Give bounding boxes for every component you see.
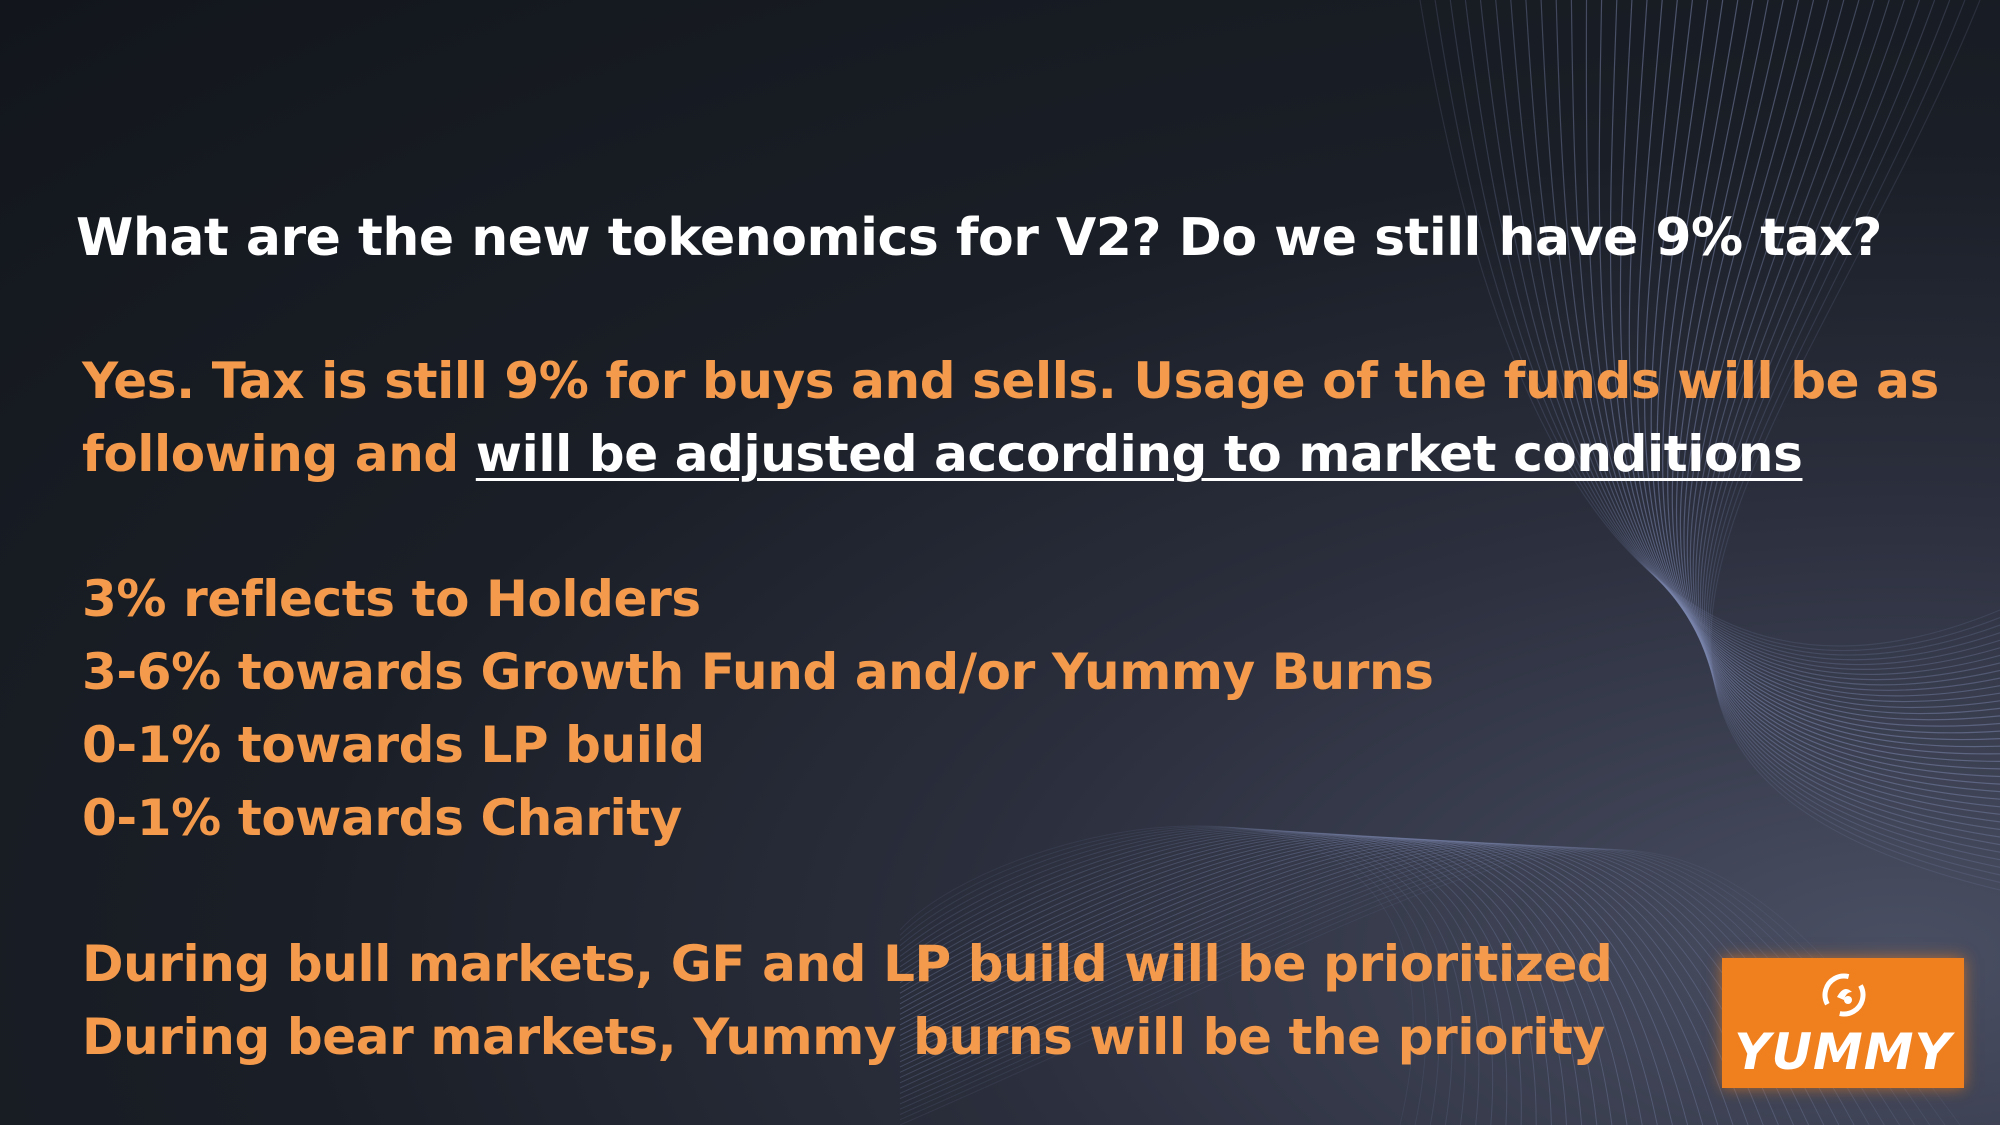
background-line xyxy=(899,832,1537,1125)
background-line xyxy=(899,830,1494,1125)
background-line xyxy=(1697,0,2000,838)
background-line xyxy=(899,842,1794,1125)
background-line xyxy=(1540,0,2000,686)
background-line xyxy=(1650,0,2000,748)
background-line xyxy=(899,825,1414,1125)
background-line xyxy=(1609,0,2000,715)
allocation-item-lp-build: 0-1% towards LP build xyxy=(82,716,705,774)
answer-line-1: Yes. Tax is still 9% for buys and sells.… xyxy=(82,352,1939,410)
background-line xyxy=(1695,0,2000,831)
allocation-item-growth-fund: 3-6% towards Growth Fund and/or Yummy Bu… xyxy=(82,643,1434,701)
background-line xyxy=(899,827,1453,1125)
background-line xyxy=(1479,0,2000,666)
background-line xyxy=(899,829,1480,1125)
background-line xyxy=(1449,0,2000,656)
background-line xyxy=(1708,0,2000,883)
background-line xyxy=(899,840,1719,1125)
background-line xyxy=(899,841,1749,1125)
answer-line-2: following and will be adjusted according… xyxy=(82,425,1803,483)
background-line xyxy=(1679,0,2000,793)
background-line xyxy=(899,842,1779,1125)
background-line xyxy=(899,826,1427,1125)
background-line xyxy=(1683,0,2000,800)
background-line xyxy=(899,835,1613,1125)
background-line xyxy=(1555,0,2000,691)
background-line xyxy=(1464,0,2000,661)
yummy-logo: YUMMY xyxy=(1722,958,1964,1088)
background-line xyxy=(899,826,1440,1125)
background-line xyxy=(1525,0,2000,681)
background-line xyxy=(1434,0,2000,651)
background-line xyxy=(1585,0,2000,703)
answer-underlined-text: will be adjusted according to market con… xyxy=(475,425,1803,483)
background-line xyxy=(1699,0,2000,846)
background-line xyxy=(1636,0,2000,734)
background-line xyxy=(1643,0,2000,741)
background-line xyxy=(899,841,1764,1125)
background-line xyxy=(1707,0,2000,876)
background-line xyxy=(899,834,1583,1125)
background-line xyxy=(1686,0,2000,808)
background-line xyxy=(1703,0,2000,861)
background-line xyxy=(1510,0,2000,675)
background-line xyxy=(1667,0,2000,770)
background-line xyxy=(1662,0,2000,762)
background-line xyxy=(1570,0,2000,697)
background-line xyxy=(899,837,1658,1125)
background-line xyxy=(899,830,1508,1125)
note-bear-market: During bear markets, Yummy burns will be… xyxy=(82,1008,1605,1066)
background-line xyxy=(899,831,1522,1125)
background-line xyxy=(1705,0,2000,868)
background-line xyxy=(1656,0,2000,755)
background-line xyxy=(1671,0,2000,778)
background-line xyxy=(1692,0,2000,823)
background-line xyxy=(899,833,1567,1125)
question-heading: What are the new tokenomics for V2? Do w… xyxy=(76,208,1882,268)
background-line xyxy=(1710,0,2000,891)
background-line xyxy=(899,832,1552,1125)
allocation-item-charity: 0-1% towards Charity xyxy=(82,789,682,847)
background-line xyxy=(1619,0,2000,721)
background-line xyxy=(899,840,1734,1125)
background-line xyxy=(899,839,1704,1125)
background-line xyxy=(1495,0,2000,670)
yummy-logo-text: YUMMY xyxy=(1734,1023,1952,1081)
background-line xyxy=(899,843,1810,1125)
allocation-item-holders: 3% reflects to Holders xyxy=(82,570,701,628)
yummy-logo-icon xyxy=(1822,973,1866,1017)
background-line xyxy=(1675,0,2000,785)
background-line xyxy=(1702,0,2000,853)
background-line xyxy=(899,837,1643,1125)
background-line xyxy=(899,838,1689,1125)
note-bull-market: During bull markets, GF and LP build wil… xyxy=(82,935,1613,993)
answer-line-2-prefix: following and xyxy=(82,425,476,483)
background-line xyxy=(899,828,1466,1125)
background-line xyxy=(1419,0,2000,647)
background-line xyxy=(899,834,1598,1125)
background-line xyxy=(899,838,1673,1125)
background-line xyxy=(1628,0,2000,727)
background-line xyxy=(1689,0,2000,815)
background-line xyxy=(899,836,1628,1125)
background-line xyxy=(1598,0,2000,709)
